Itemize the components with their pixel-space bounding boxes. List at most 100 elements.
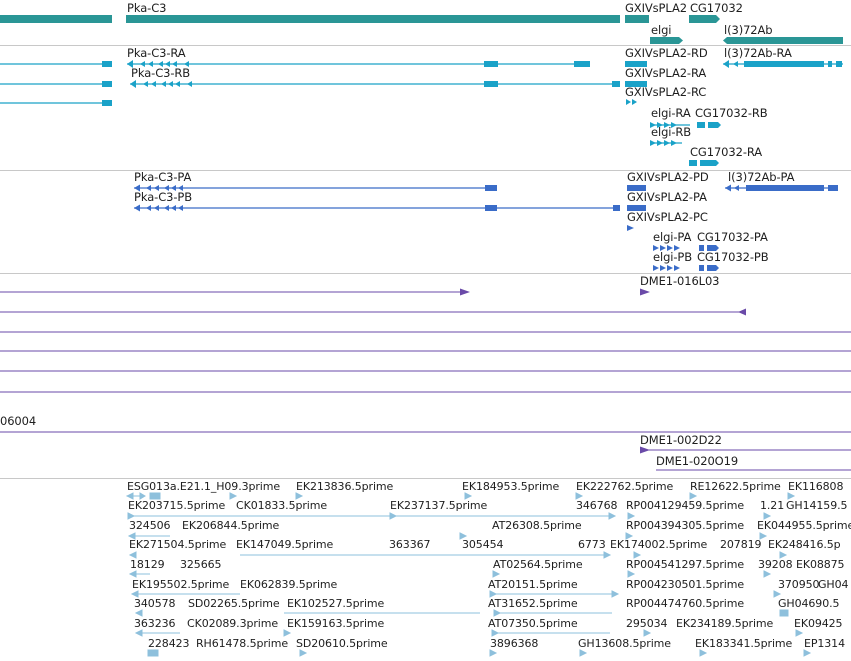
est-label[interactable]: 228423 (148, 637, 190, 650)
clone-dme1-016l03[interactable] (640, 288, 650, 296)
est-label[interactable]: 295034 (626, 617, 668, 630)
est-label[interactable]: CK02089.3prime (187, 617, 279, 630)
transcript-elgi-ra[interactable] (650, 122, 690, 128)
est-label[interactable]: 346768 (576, 499, 618, 512)
est-label[interactable]: EK195502.5prime (132, 578, 230, 591)
transcript-label-cg17032-ra[interactable]: CG17032-RA (690, 145, 763, 159)
transcript-label-cg17032-rb[interactable]: CG17032-RB (695, 106, 768, 120)
protein-label-gxivspla2-pc[interactable]: GXIVsPLA2-PC (627, 210, 708, 224)
est-label[interactable]: 3896368 (490, 637, 539, 650)
est-label[interactable]: EK222762.5prime (576, 480, 674, 493)
est-glyph-row2[interactable] (127, 512, 772, 520)
est-label[interactable]: EK184953.5prime (462, 480, 560, 493)
est-label[interactable]: GH04690.5 (778, 597, 840, 610)
est-label[interactable]: 363236 (134, 617, 176, 630)
transcript-cg17032-ra[interactable] (689, 160, 719, 166)
est-label[interactable]: RP004474760.5prime (626, 597, 745, 610)
est-label[interactable]: ESG013a.E21.1_H09.3prime (127, 480, 281, 493)
transcript-label-gxivspla2-rc[interactable]: GXIVsPLA2-RC (625, 85, 707, 99)
transcript-pka-c3-rb[interactable] (130, 80, 620, 88)
protein-label-l372ab-pa[interactable]: l(3)72Ab-PA (728, 170, 795, 184)
protein-pka-c3-pb[interactable] (134, 204, 620, 212)
est-glyph-row7[interactable] (134, 609, 789, 617)
est-label[interactable]: AT20151.5prime (488, 578, 578, 591)
gene-bar-pka-c3[interactable] (126, 15, 620, 23)
transcript-cg17032-rb[interactable] (697, 122, 721, 128)
est-label[interactable]: 370950 (778, 578, 820, 591)
est-label[interactable]: AT07350.5prime (488, 617, 578, 630)
est-label[interactable]: RP004394305.5prime (626, 519, 745, 532)
est-label[interactable]: 207819 (720, 538, 762, 551)
est-glyph-row9[interactable] (147, 649, 812, 657)
est-label[interactable]: EK234189.5prime (676, 617, 774, 630)
est-label[interactable]: AT26308.5prime (492, 519, 582, 532)
est-label[interactable]: GH13608.5prime (578, 637, 671, 650)
protein-gxivspla2-pa[interactable] (627, 205, 646, 211)
est-label[interactable]: 363367 (389, 538, 431, 551)
transcript-gxivspla2-rc[interactable] (626, 99, 637, 105)
est-glyph-row5[interactable] (128, 570, 772, 578)
protein-gxivspla2-pd[interactable] (627, 185, 646, 191)
transcript-label-elgi-ra[interactable]: elgi-RA (651, 106, 691, 120)
gene-label-cg17032[interactable]: CG17032 (690, 1, 743, 15)
protein-cg17032-pa[interactable] (699, 245, 719, 251)
gene-bar-cg17032[interactable] (689, 15, 720, 23)
protein-label-gxivspla2-pd[interactable]: GXIVsPLA2-PD (627, 170, 709, 184)
est-label[interactable]: 305454 (462, 538, 504, 551)
transcript-gxivspla2-rd[interactable] (625, 61, 647, 67)
transcript-partial-2[interactable] (0, 81, 112, 87)
protein-label-cg17032-pb[interactable]: CG17032-PB (697, 250, 769, 264)
clone-label-dme1-016l03[interactable]: DME1-016L03 (640, 274, 720, 288)
transcript-label-pka-c3-ra[interactable]: Pka-C3-RA (127, 46, 186, 60)
est-label[interactable]: RE12622.5prime (690, 480, 781, 493)
est-label[interactable]: 324506 (129, 519, 171, 532)
transcript-elgi-rb[interactable] (650, 140, 682, 146)
protein-cg17032-pb[interactable] (699, 265, 719, 271)
est-label[interactable]: CK01833.5prime (236, 499, 328, 512)
transcript-partial-3[interactable] (0, 100, 112, 106)
est-label[interactable]: GH14159.5 (786, 499, 848, 512)
est-label[interactable]: RP004541297.5prime (626, 558, 745, 571)
gene-bar-gxivspla2[interactable] (625, 15, 649, 23)
est-label[interactable]: 18129 (130, 558, 165, 571)
transcript-label-pka-c3-rb[interactable]: Pka-C3-RB (131, 66, 191, 80)
est-label[interactable]: EK213836.5prime (296, 480, 394, 493)
est-label[interactable]: RP004230501.5prime (626, 578, 745, 591)
gene-label-gxivspla2[interactable]: GXIVsPLA2 (625, 1, 687, 15)
clone-dme1-002d22[interactable] (640, 446, 851, 454)
protein-label-elgi-pb[interactable]: elgi-PB (653, 250, 693, 264)
est-label[interactable]: EK206844.5prime (182, 519, 280, 532)
gene-bar-left[interactable] (0, 15, 112, 23)
est-glyph-row4[interactable] (128, 551, 788, 559)
est-label[interactable]: EK044955.5prime (757, 519, 851, 532)
est-glyph-row1[interactable] (125, 492, 796, 500)
est-label[interactable]: 325665 (180, 558, 222, 571)
est-label[interactable]: RP004129459.5prime (626, 499, 745, 512)
gene-bar-elgi[interactable] (650, 37, 683, 44)
protein-label-gxivspla2-pa[interactable]: GXIVsPLA2-PA (627, 190, 707, 204)
clone-label-dme1-002d22[interactable]: DME1-002D22 (640, 433, 722, 447)
protein-elgi-pa[interactable] (653, 245, 680, 251)
transcript-partial-1[interactable] (0, 61, 112, 67)
transcript-label-l372ab-ra[interactable]: l(3)72Ab-RA (724, 46, 792, 60)
est-label[interactable]: EK116808 (788, 480, 844, 493)
transcript-label-gxivspla2-ra[interactable]: GXIVsPLA2-RA (625, 66, 707, 80)
est-label[interactable]: EK183341.5prime (695, 637, 793, 650)
est-glyph-row8[interactable] (134, 629, 804, 637)
est-label[interactable]: EK203715.5prime (128, 499, 226, 512)
transcript-label-elgi-rb[interactable]: elgi-RB (651, 125, 692, 139)
est-label[interactable]: EK09425 (794, 617, 843, 630)
est-label[interactable]: SD02265.5prime (188, 597, 280, 610)
est-label[interactable]: EK248416.5p (768, 538, 841, 551)
protein-label-cg17032-pa[interactable]: CG17032-PA (697, 230, 768, 244)
clone-label-dme1-020o19[interactable]: DME1-020O19 (656, 454, 739, 468)
gene-bar-l372ab[interactable] (723, 37, 843, 44)
clone-line-1[interactable] (0, 288, 470, 296)
clone-label-06004[interactable]: 06004 (0, 414, 37, 428)
protein-label-pka-c3-pb[interactable]: Pka-C3-PB (134, 190, 193, 204)
gene-label-pka-c3[interactable]: Pka-C3 (127, 1, 167, 15)
transcript-label-gxivspla2-rd[interactable]: GXIVsPLA2-RD (625, 46, 708, 60)
est-glyph-row3[interactable] (127, 532, 768, 540)
est-label[interactable]: EK102527.5prime (287, 597, 385, 610)
est-label[interactable]: 6773 (578, 538, 606, 551)
